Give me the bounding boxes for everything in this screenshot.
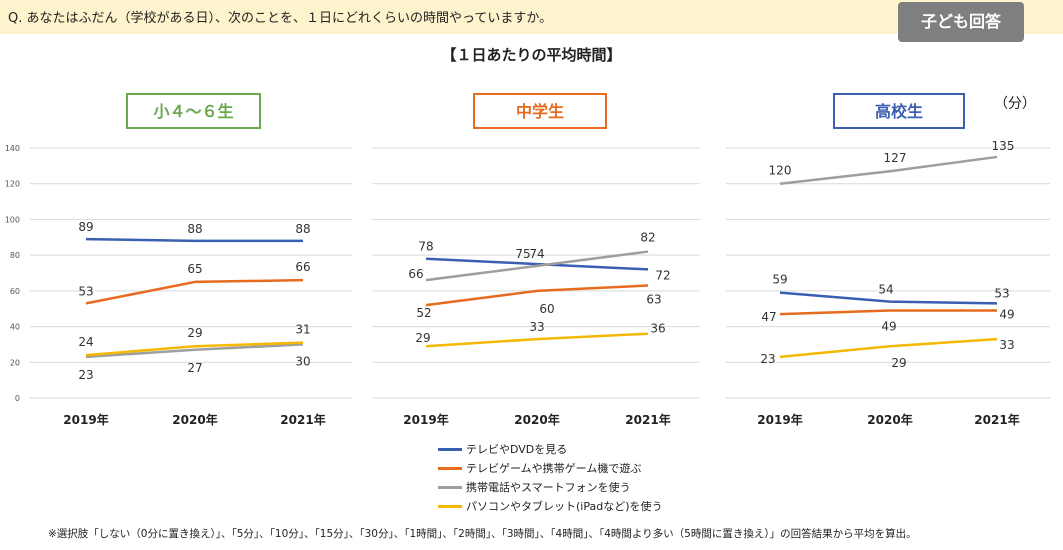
legend-item-game: テレビゲームや携帯ゲーム機で遊ぶ	[438, 459, 698, 478]
series-line-phone	[425, 250, 649, 282]
panel-title-box	[473, 93, 607, 129]
data-label-phone: 27	[187, 361, 202, 375]
series-line-game	[425, 284, 649, 307]
panel-title: 高校生	[875, 102, 923, 121]
data-label-game: 63	[646, 293, 661, 307]
y-tick-label: 60	[10, 287, 20, 296]
y-tick-label: 140	[5, 144, 20, 153]
x-tick-label-2021: 2021年	[974, 412, 1019, 427]
question-text: Q. あなたはふだん（学校がある日）、次のことを、１日にどれくらいの時間やってい…	[8, 11, 553, 26]
legend-label-game: テレビゲームや携帯ゲーム機で遊ぶ	[466, 462, 642, 475]
data-label-pc: 31	[295, 323, 310, 337]
data-label-phone: 82	[640, 231, 655, 245]
data-label-game: 60	[539, 302, 554, 316]
series-line-tv	[85, 237, 303, 243]
data-label-phone: 74	[529, 247, 544, 261]
y-tick-label: 120	[5, 180, 20, 189]
data-label-tv: 75	[515, 247, 530, 261]
data-label-game: 49	[999, 308, 1014, 322]
legend-swatch-tv	[438, 448, 462, 451]
data-label-tv: 72	[655, 268, 670, 282]
legend: テレビやDVDを見る テレビゲームや携帯ゲーム機で遊ぶ 携帯電話やスマートフォン…	[438, 440, 698, 516]
series-line-game	[779, 309, 997, 316]
x-tick-label-2021: 2021年	[280, 412, 325, 427]
data-label-phone: 135	[992, 139, 1015, 153]
data-label-game: 49	[881, 320, 896, 334]
data-label-tv: 59	[772, 273, 787, 287]
panel-title: 小４～６生	[153, 102, 233, 121]
respondent-badge: 子ども回答	[898, 2, 1024, 42]
footnote: ※選択肢「しない（0分に置き換え）」、「5分」、「10分」、「15分」、「30分…	[48, 528, 917, 540]
data-label-tv: 78	[418, 240, 433, 254]
data-label-game: 65	[187, 262, 202, 276]
chart-subtitle: 【１日あたりの平均時間】	[441, 46, 622, 64]
data-label-game: 52	[416, 306, 431, 320]
data-label-pc: 36	[650, 322, 665, 336]
series-line-pc	[779, 337, 998, 359]
data-label-game: 47	[761, 310, 776, 324]
unit-label: （分）	[994, 96, 1036, 112]
data-label-tv: 54	[878, 283, 893, 297]
data-label-phone: 127	[884, 151, 907, 165]
data-label-tv: 53	[994, 286, 1009, 300]
data-label-pc: 24	[78, 335, 93, 349]
series-line-tv	[779, 291, 998, 305]
legend-label-pc: パソコンやタブレット(iPadなど)を使う	[466, 500, 663, 513]
y-tick-label: 100	[5, 215, 20, 224]
x-tick-label-2020: 2020年	[172, 412, 217, 427]
y-tick-label: 0	[15, 394, 20, 403]
data-label-game: 66	[295, 260, 310, 274]
data-label-pc: 33	[529, 320, 544, 334]
legend-label-phone: 携帯電話やスマートフォンを使う	[466, 481, 631, 494]
data-label-pc: 29	[891, 356, 906, 370]
series-line-tv	[425, 257, 649, 271]
series-line-pc	[425, 332, 649, 348]
legend-swatch-pc	[438, 505, 462, 508]
series-line-game	[85, 278, 304, 305]
panel-title-box	[833, 93, 965, 129]
data-label-tv: 88	[187, 222, 202, 236]
x-tick-label-2019: 2019年	[63, 412, 108, 427]
y-tick-label: 80	[10, 251, 20, 260]
data-label-phone: 66	[408, 267, 423, 281]
data-label-tv: 89	[78, 220, 93, 234]
x-tick-label-2021: 2021年	[625, 412, 670, 427]
x-tick-label-2019: 2019年	[403, 412, 448, 427]
x-tick-label-2020: 2020年	[514, 412, 559, 427]
data-label-pc: 33	[999, 338, 1014, 352]
legend-item-pc: パソコンやタブレット(iPadなど)を使う	[438, 497, 698, 516]
series-line-pc	[85, 341, 304, 357]
legend-label-tv: テレビやDVDを見る	[466, 443, 568, 456]
data-label-pc: 23	[760, 352, 775, 366]
data-label-pc: 29	[415, 331, 430, 345]
y-tick-label: 20	[10, 358, 20, 367]
legend-swatch-game	[438, 467, 462, 470]
series-line-phone	[779, 155, 998, 185]
x-tick-label-2019: 2019年	[757, 412, 802, 427]
data-label-phone: 23	[78, 368, 93, 382]
legend-item-phone: 携帯電話やスマートフォンを使う	[438, 478, 698, 497]
panel-title: 中学生	[516, 102, 564, 121]
series-line-phone	[85, 343, 304, 359]
legend-swatch-phone	[438, 486, 462, 489]
x-tick-label-2020: 2020年	[867, 412, 912, 427]
data-label-phone: 120	[769, 164, 792, 178]
data-label-game: 53	[78, 284, 93, 298]
data-label-phone: 30	[295, 354, 310, 368]
y-tick-label: 40	[10, 323, 20, 332]
legend-item-tv: テレビやDVDを見る	[438, 440, 698, 459]
panel-title-box	[126, 93, 261, 129]
data-label-pc: 29	[187, 326, 202, 340]
question-bar: Q. あなたはふだん（学校がある日）、次のことを、１日にどれくらいの時間やってい…	[0, 0, 1063, 34]
data-label-tv: 88	[295, 222, 310, 236]
